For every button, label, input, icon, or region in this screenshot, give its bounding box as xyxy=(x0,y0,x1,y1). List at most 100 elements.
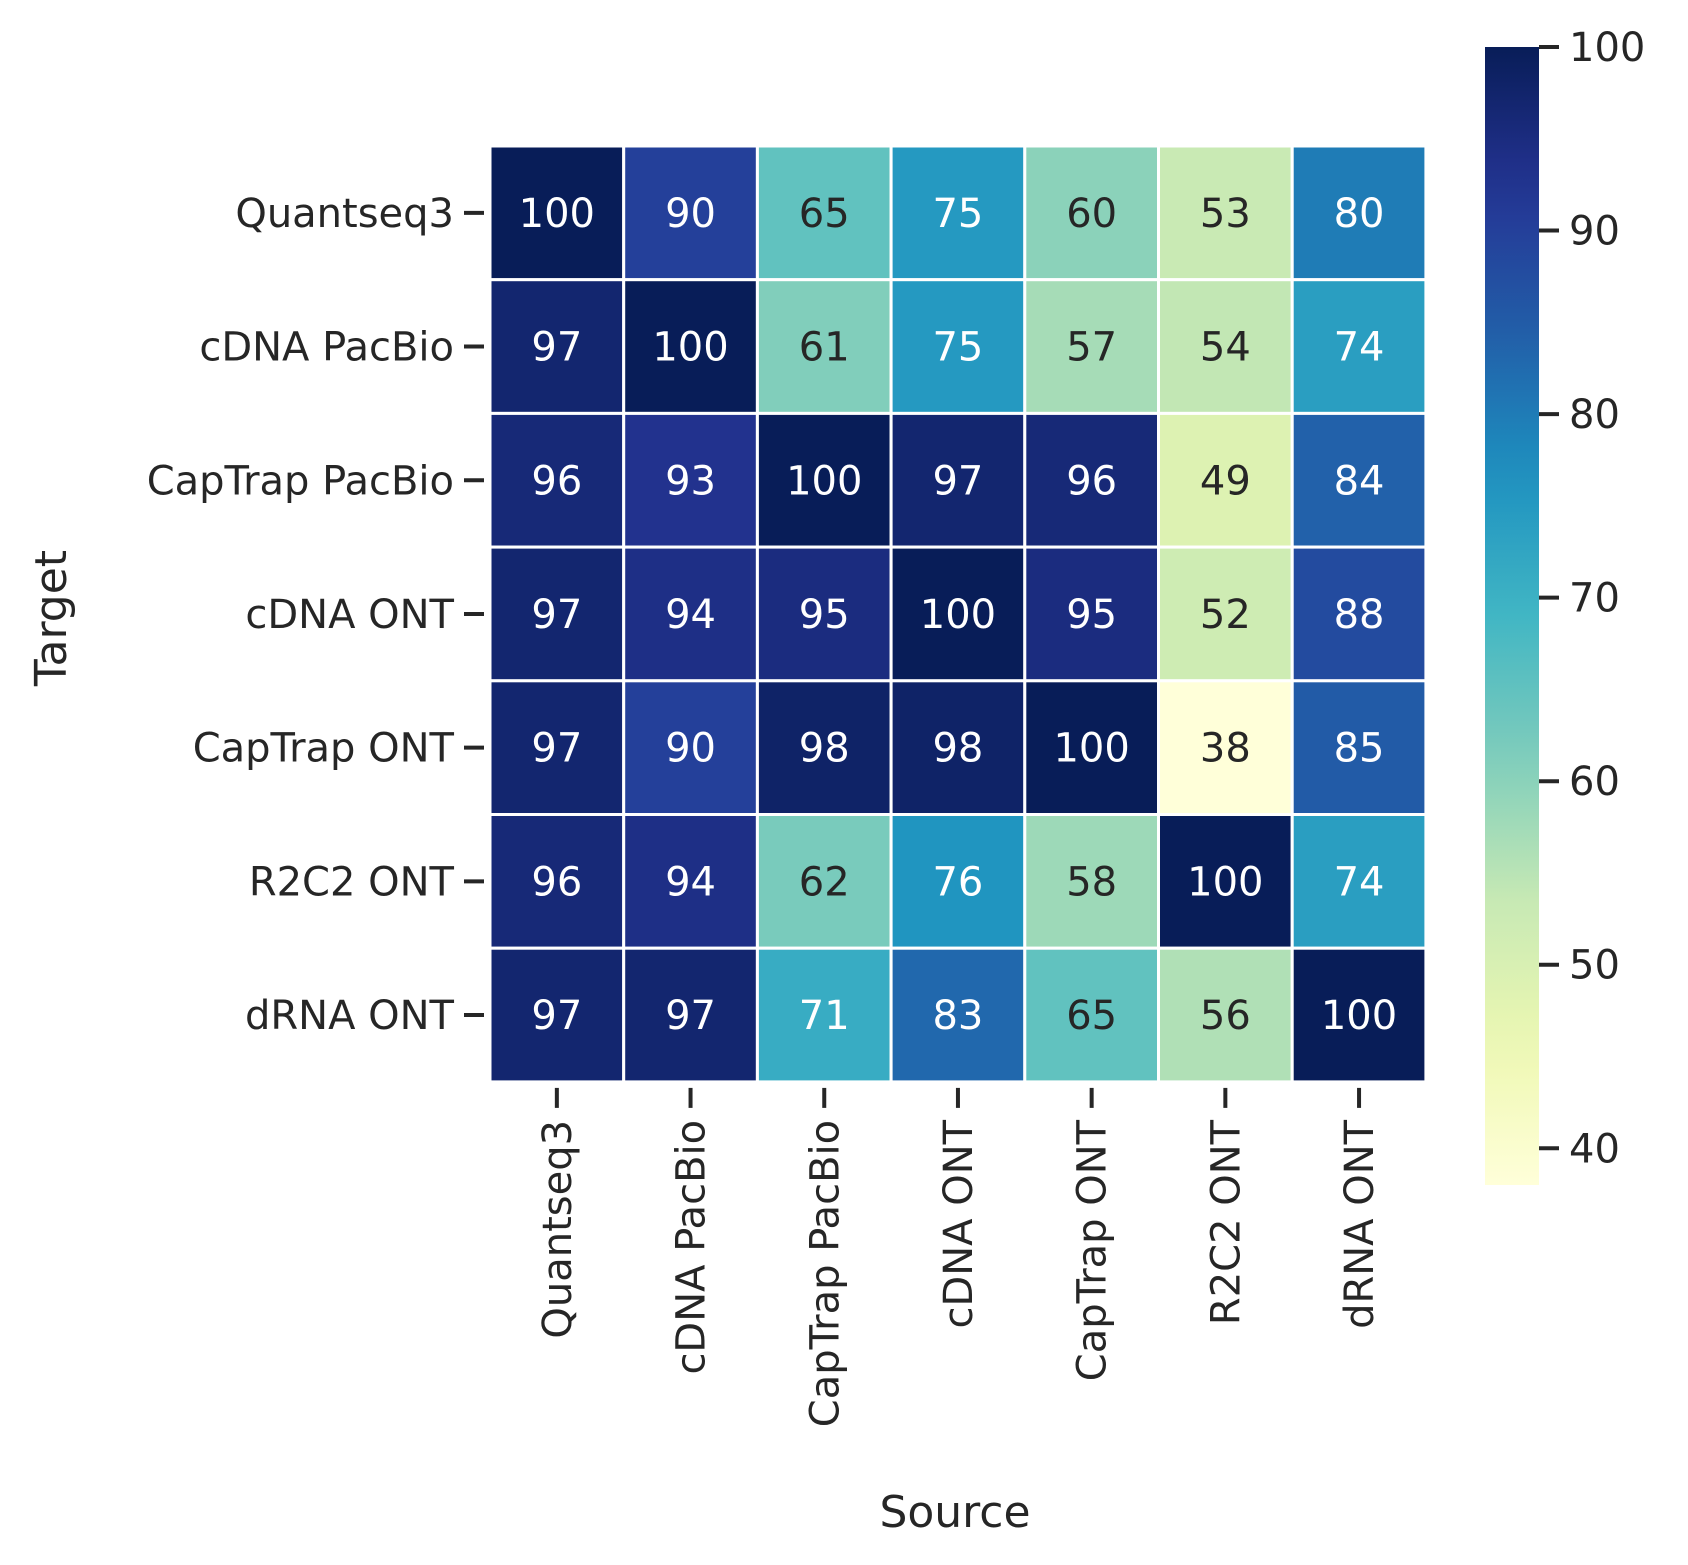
cell-value-label: 53 xyxy=(1200,191,1251,237)
y-tick-label: cDNA ONT xyxy=(245,592,454,638)
heatmap-cell xyxy=(755,278,893,415)
cell-value-label: 94 xyxy=(665,592,716,638)
heatmap-cell xyxy=(1023,278,1161,415)
cell-value-label: 88 xyxy=(1334,592,1385,638)
cell-value-label: 49 xyxy=(1200,458,1251,504)
y-axis-title: Target xyxy=(26,550,77,687)
y-tick-label: R2C2 ONT xyxy=(249,859,455,905)
heatmap-cell xyxy=(622,813,759,950)
cell-value-label: 65 xyxy=(1066,993,1117,1039)
cell-value-label: 100 xyxy=(519,191,595,237)
cell-value-label: 100 xyxy=(1187,859,1263,905)
x-tick-label: R2C2 ONT xyxy=(1203,1119,1249,1325)
cell-value-label: 100 xyxy=(786,458,862,504)
heatmap-cell xyxy=(622,411,759,549)
heatmap-cell xyxy=(488,278,626,415)
colorbar-tick-label: 40 xyxy=(1569,1126,1620,1172)
cell-value-label: 90 xyxy=(665,726,716,772)
heatmap-cell xyxy=(1290,278,1428,415)
cell-value-label: 97 xyxy=(665,993,716,1039)
heatmap-cell xyxy=(1290,545,1428,683)
heatmap-cell xyxy=(1157,545,1294,683)
y-axis: Quantseq3 cDNA PacBio CapTrap PacBio cDNA O… xyxy=(147,191,484,1039)
x-tick-label: dRNA ONT xyxy=(1337,1119,1383,1329)
cell-value-label: 38 xyxy=(1200,726,1251,772)
heatmap-cell xyxy=(1023,813,1161,950)
cell-value-label: 93 xyxy=(665,458,716,504)
heatmap-cell xyxy=(1023,946,1161,1084)
cell-value-label: 95 xyxy=(1066,592,1117,638)
heatmap-cell xyxy=(755,679,893,816)
heatmap-cell xyxy=(622,545,759,683)
heatmap-cell xyxy=(889,813,1027,950)
colorbar-tick-label: 70 xyxy=(1569,576,1620,622)
heatmap-cell xyxy=(488,144,626,282)
cell-value-label: 100 xyxy=(652,325,728,371)
cell-value-label: 98 xyxy=(932,726,983,772)
heatmap-cell xyxy=(1023,411,1161,549)
x-axis-title: Source xyxy=(879,1487,1030,1538)
y-tick-label: CapTrap PacBio xyxy=(147,458,454,504)
cell-value-label: 97 xyxy=(531,592,582,638)
cell-value-label: 58 xyxy=(1066,859,1117,905)
heatmap-cell xyxy=(1157,144,1294,282)
y-tick-label: CapTrap ONT xyxy=(193,726,455,772)
heatmap-cell-labels: 100 90 65 75 60 53 80 97 100 61 75 57 54 74 96 93 100 97 9… xyxy=(519,191,1398,1039)
colorbar-tick-label: 50 xyxy=(1569,943,1620,989)
cell-value-label: 57 xyxy=(1066,325,1117,371)
x-tick-label: cDNA ONT xyxy=(936,1119,982,1328)
cell-value-label: 100 xyxy=(1053,726,1129,772)
cell-value-label: 65 xyxy=(799,191,850,237)
heatmap-cell xyxy=(1290,813,1428,950)
cell-value-label: 98 xyxy=(799,726,850,772)
x-axis: Quantseq3 cDNA PacBio CapTrap PacBio cDNA O… xyxy=(535,1087,1383,1427)
heatmap-cell xyxy=(488,679,626,816)
cell-value-label: 80 xyxy=(1334,191,1385,237)
cell-value-label: 62 xyxy=(799,859,850,905)
heatmap-cell xyxy=(488,813,626,950)
cell-value-label: 52 xyxy=(1200,592,1251,638)
heatmap-cell xyxy=(1290,411,1428,549)
heatmap-cell xyxy=(1290,946,1428,1084)
heatmap-cell xyxy=(622,144,759,282)
heatmap-cell xyxy=(755,411,893,549)
y-tick-label: Quantseq3 xyxy=(235,191,454,237)
heatmap-cell xyxy=(488,545,626,683)
cell-value-label: 97 xyxy=(531,993,582,1039)
cell-value-label: 75 xyxy=(932,325,983,371)
heatmap-cell xyxy=(488,946,626,1084)
cell-value-label: 85 xyxy=(1334,726,1385,772)
cell-value-label: 74 xyxy=(1334,859,1385,905)
cell-value-label: 100 xyxy=(1321,993,1397,1039)
x-tick-label: cDNA PacBio xyxy=(669,1120,715,1375)
x-tick-label: CapTrap ONT xyxy=(1070,1119,1116,1381)
colorbar xyxy=(1485,47,1539,1185)
cell-value-label: 97 xyxy=(531,726,582,772)
cell-value-label: 56 xyxy=(1200,993,1251,1039)
colorbar-tick-label: 80 xyxy=(1569,392,1620,438)
heatmap-cells xyxy=(488,144,1428,1084)
colorbar-ticks: 40 50 60 70 80 90 100 xyxy=(1539,25,1645,1172)
cell-value-label: 76 xyxy=(932,859,983,905)
heatmap-cell xyxy=(755,946,893,1084)
heatmap-cell xyxy=(889,411,1027,549)
cell-value-label: 97 xyxy=(531,325,582,371)
cell-value-label: 75 xyxy=(932,191,983,237)
heatmap-cell xyxy=(889,946,1027,1084)
heatmap-cell xyxy=(1157,411,1294,549)
cell-value-label: 61 xyxy=(799,325,850,371)
cell-value-label: 54 xyxy=(1200,325,1251,371)
cell-value-label: 71 xyxy=(799,993,850,1039)
x-tick-label: CapTrap PacBio xyxy=(802,1120,848,1427)
cell-value-label: 83 xyxy=(932,993,983,1039)
cell-value-label: 60 xyxy=(1066,191,1117,237)
cell-value-label: 100 xyxy=(920,592,996,638)
cell-value-label: 74 xyxy=(1334,325,1385,371)
cell-value-label: 84 xyxy=(1334,458,1385,504)
cell-value-label: 94 xyxy=(665,859,716,905)
cell-value-label: 95 xyxy=(799,592,850,638)
cell-value-label: 96 xyxy=(531,458,582,504)
cell-value-label: 97 xyxy=(932,458,983,504)
colorbar-tick-label: 60 xyxy=(1569,759,1620,805)
